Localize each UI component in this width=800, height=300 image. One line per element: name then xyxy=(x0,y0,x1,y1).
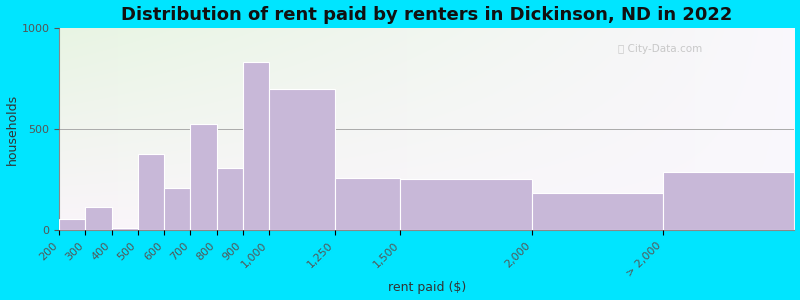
Bar xyxy=(663,172,794,230)
Title: Distribution of rent paid by renters in Dickinson, ND in 2022: Distribution of rent paid by renters in … xyxy=(121,6,733,24)
Bar xyxy=(59,219,86,230)
Bar xyxy=(111,229,138,230)
X-axis label: rent paid ($): rent paid ($) xyxy=(388,281,466,294)
Bar xyxy=(243,62,269,230)
Text: ⓘ City-Data.com: ⓘ City-Data.com xyxy=(618,44,702,54)
Y-axis label: households: households xyxy=(6,94,18,165)
Bar xyxy=(335,178,401,230)
Bar xyxy=(217,168,243,230)
Bar xyxy=(190,124,217,230)
Bar xyxy=(401,179,532,230)
Bar xyxy=(532,193,663,230)
Bar xyxy=(164,188,190,230)
Bar xyxy=(269,89,335,230)
Bar xyxy=(138,154,164,230)
Bar xyxy=(86,207,111,230)
